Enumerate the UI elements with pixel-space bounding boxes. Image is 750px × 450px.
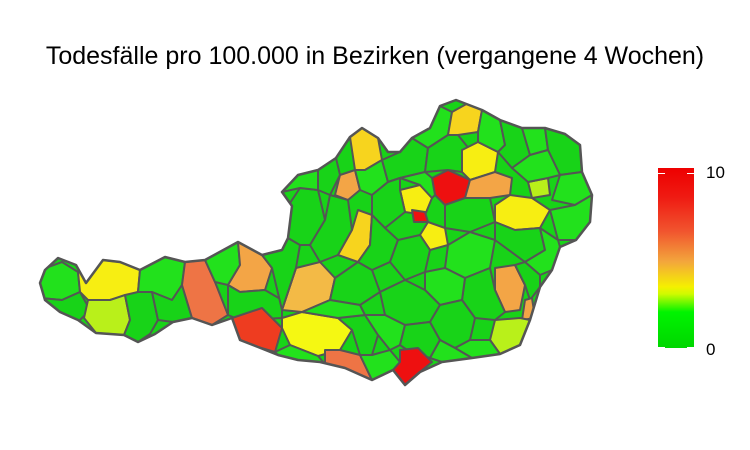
legend-min-label: 0 <box>706 340 716 359</box>
district <box>399 171 436 199</box>
district <box>301 299 366 319</box>
legend-tick-max <box>687 173 694 174</box>
district <box>357 214 399 271</box>
legend-color-bar <box>658 168 694 348</box>
district <box>411 209 429 223</box>
legend-max-label: 10 <box>706 163 725 182</box>
austria-border <box>38 98 594 387</box>
legend-tick-min <box>687 347 694 348</box>
district <box>424 134 471 173</box>
map-title: Todesfälle pro 100.000 in Bezirken (verg… <box>45 42 705 70</box>
district <box>429 339 473 363</box>
district <box>334 169 361 201</box>
legend-tick-min <box>658 347 665 348</box>
district <box>524 227 561 276</box>
district <box>419 221 449 251</box>
district <box>511 149 561 183</box>
legend-tick-max <box>658 173 665 174</box>
